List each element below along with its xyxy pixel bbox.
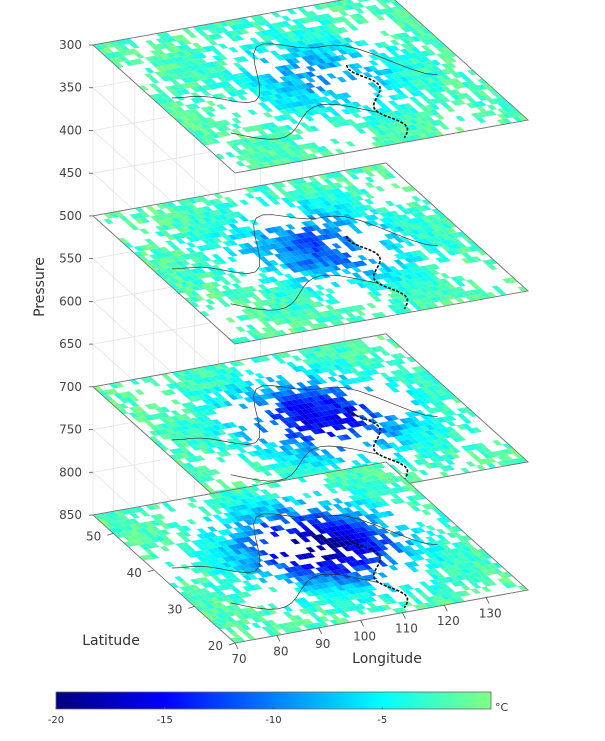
colorbar-tick-label: -5: [377, 715, 387, 726]
pressure-tick-label: 300: [59, 38, 82, 52]
pressure-tick-label: 850: [59, 508, 82, 522]
pressure-tick-label: 750: [59, 423, 82, 437]
longitude-tick-label: 100: [353, 629, 376, 643]
longitude-axis-label: Longitude: [352, 651, 422, 667]
pressure-slice-850: [93, 462, 528, 643]
pressure-tick-label: 700: [59, 380, 82, 394]
longitude-tick: [444, 605, 447, 611]
longitude-tick: [277, 635, 280, 641]
colorbar-gradient: [56, 692, 491, 709]
latitude-tick-label: 20: [208, 639, 223, 653]
longitude-tick: [319, 628, 322, 634]
pressure-tick-label: 400: [59, 123, 82, 137]
pressure-slice-500: [93, 163, 528, 344]
longitude-tick-label: 110: [395, 622, 418, 636]
pressure-tick-label: 650: [59, 337, 82, 351]
longitude-tick: [235, 643, 238, 649]
pressure-tick-label: 450: [59, 166, 82, 180]
latitude-tick-label: 50: [86, 529, 101, 543]
latitude-tick: [229, 643, 235, 645]
latitude-axis-label: Latitude: [82, 633, 140, 649]
latitude-tick: [148, 570, 154, 572]
longitude-tick-label: 80: [273, 644, 288, 658]
longitude-tick-label: 120: [437, 614, 460, 628]
latitude-tick-label: 30: [167, 602, 182, 616]
pressure-tick-label: 550: [59, 252, 82, 266]
longitude-tick: [486, 598, 489, 604]
pressure-tick-label: 600: [59, 294, 82, 308]
longitude-tick-label: 130: [479, 607, 502, 621]
longitude-tick: [402, 613, 405, 619]
colorbar-unit: °C: [495, 701, 509, 714]
latitude-tick: [107, 533, 113, 535]
latitude-tick: [188, 606, 194, 608]
longitude-tick-label: 90: [315, 637, 330, 651]
colorbar: °C -20 -15 -10 -5: [48, 692, 509, 726]
pressure-tick-label: 350: [59, 81, 82, 95]
pressure-tick-label: 500: [59, 209, 82, 223]
longitude-tick-label: 70: [231, 652, 246, 666]
colorbar-tick-label: -20: [48, 715, 64, 726]
colorbar-tick-label: -15: [157, 715, 173, 726]
latitude-tick-label: 40: [127, 566, 142, 580]
pressure-axis-label: Pressure: [32, 257, 48, 317]
pressure-slices: [93, 0, 528, 643]
colorbar-tick-label: -10: [265, 715, 281, 726]
pressure-axis: 300 350 400 450 500 550 600 650 700 750 800 850: [59, 38, 93, 522]
pressure-tick-label: 800: [59, 465, 82, 479]
longitude-tick: [361, 620, 364, 626]
